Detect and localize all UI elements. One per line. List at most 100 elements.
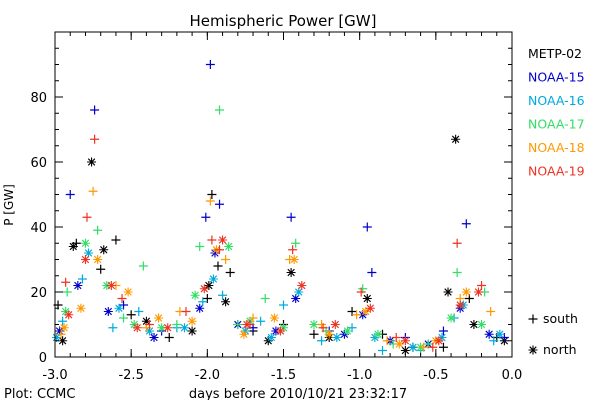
- north-point: [73, 281, 83, 290]
- north-point: [208, 274, 218, 284]
- legend-entry: NOAA-17: [528, 117, 585, 132]
- north-point: [309, 320, 319, 329]
- south-point: [318, 323, 328, 333]
- series-noaa-19: [61, 134, 487, 352]
- series-noaa-17: [61, 105, 490, 352]
- x-axis-label: days before 2010/10/21 23:32:17: [189, 387, 407, 400]
- north-point: [163, 323, 173, 333]
- north-point: [123, 287, 133, 297]
- north-point: [80, 255, 90, 264]
- north-point: [400, 346, 410, 355]
- north-point: [132, 323, 142, 333]
- data-points-layer: [52, 60, 509, 355]
- north-point: [365, 303, 375, 313]
- north-point: [361, 307, 371, 316]
- south-point: [233, 320, 243, 329]
- x-tick-label: -1.5: [271, 368, 296, 383]
- marker-legend-label: north: [543, 342, 577, 357]
- north-point: [187, 316, 197, 326]
- south-point: [90, 134, 100, 144]
- north-point: [362, 294, 372, 303]
- south-point: [423, 339, 433, 349]
- north-point: [294, 287, 304, 297]
- south-point: [499, 333, 509, 342]
- south-point: [221, 255, 231, 264]
- south-point: [489, 336, 499, 346]
- south-point: [207, 190, 217, 199]
- marker-legend-plus: [528, 314, 538, 324]
- south-point: [378, 346, 388, 355]
- north-point: [275, 326, 285, 336]
- south-point: [62, 287, 72, 297]
- south-point: [248, 313, 258, 323]
- south-point: [202, 294, 212, 303]
- south-point: [144, 320, 154, 329]
- y-tick-label: 40: [30, 221, 47, 236]
- north-point: [408, 342, 418, 352]
- north-point: [204, 281, 214, 290]
- north-point: [266, 333, 276, 342]
- south-point: [428, 342, 438, 352]
- legend-entry: NOAA-19: [528, 164, 585, 179]
- north-point: [484, 329, 494, 339]
- north-point: [297, 281, 307, 290]
- north-point: [93, 255, 103, 264]
- south-point: [461, 219, 471, 229]
- north-point: [187, 326, 197, 336]
- north-point: [84, 248, 94, 258]
- south-point: [205, 196, 215, 206]
- north-point: [210, 248, 220, 258]
- south-point: [119, 313, 129, 323]
- north-point: [269, 313, 279, 323]
- south-point: [291, 238, 301, 248]
- north-point: [224, 242, 234, 251]
- north-point: [103, 307, 113, 316]
- north-point: [291, 294, 301, 303]
- north-point: [141, 316, 151, 326]
- south-point: [205, 60, 215, 69]
- south-point: [61, 277, 71, 287]
- legend-entry: NOAA-18: [528, 140, 585, 155]
- north-point: [154, 313, 164, 323]
- south-point: [215, 245, 225, 255]
- north-point: [239, 329, 249, 339]
- south-point: [347, 307, 357, 316]
- north-point: [434, 336, 444, 346]
- south-point: [382, 336, 392, 346]
- axis-ticks: -3.0 -2.5 -2.0 -1.5 -1.0 -0.5 0.0 0 20 40 60 80: [30, 31, 522, 383]
- north-point: [461, 287, 471, 297]
- north-point: [242, 320, 252, 329]
- south-point: [108, 323, 118, 333]
- y-tick-label: 80: [30, 91, 47, 106]
- south-point: [391, 333, 401, 342]
- north-point: [106, 281, 116, 290]
- south-point: [256, 316, 266, 326]
- south-point: [486, 307, 496, 316]
- south-point: [213, 261, 223, 271]
- north-point: [99, 245, 109, 255]
- north-point: [477, 320, 487, 329]
- x-tick-label: -3.0: [42, 368, 67, 383]
- north-point: [469, 320, 479, 329]
- north-point: [179, 323, 189, 333]
- south-point: [356, 287, 366, 297]
- south-point: [126, 310, 136, 320]
- south-point: [201, 212, 211, 222]
- south-point: [90, 105, 100, 115]
- north-point: [373, 329, 383, 339]
- south-point: [367, 268, 377, 277]
- north-point: [286, 268, 296, 277]
- series-legend: METP-02 NOAA-15 NOAA-16 NOAA-17 NOAA-18 NOAA-…: [528, 46, 585, 179]
- south-point: [119, 300, 129, 310]
- north-point: [190, 290, 200, 300]
- north-point: [446, 313, 456, 323]
- south-point: [138, 261, 148, 271]
- south-point: [198, 297, 208, 307]
- north-point: [195, 303, 205, 313]
- south-point: [58, 316, 68, 326]
- north-point: [240, 326, 250, 336]
- south-point: [181, 307, 191, 316]
- north-point: [68, 242, 78, 251]
- north-point: [394, 339, 404, 349]
